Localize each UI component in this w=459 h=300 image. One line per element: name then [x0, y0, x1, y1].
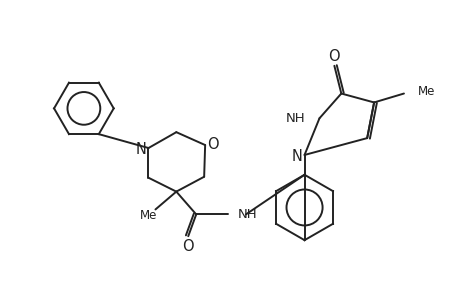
Text: Me: Me [417, 85, 434, 98]
Text: NH: NH [285, 112, 305, 125]
Text: Me: Me [140, 209, 157, 222]
Text: N: N [291, 149, 302, 164]
Text: NH: NH [237, 208, 257, 221]
Text: N: N [136, 142, 147, 157]
Text: O: O [328, 50, 340, 64]
Text: O: O [182, 238, 194, 253]
Text: O: O [207, 136, 218, 152]
